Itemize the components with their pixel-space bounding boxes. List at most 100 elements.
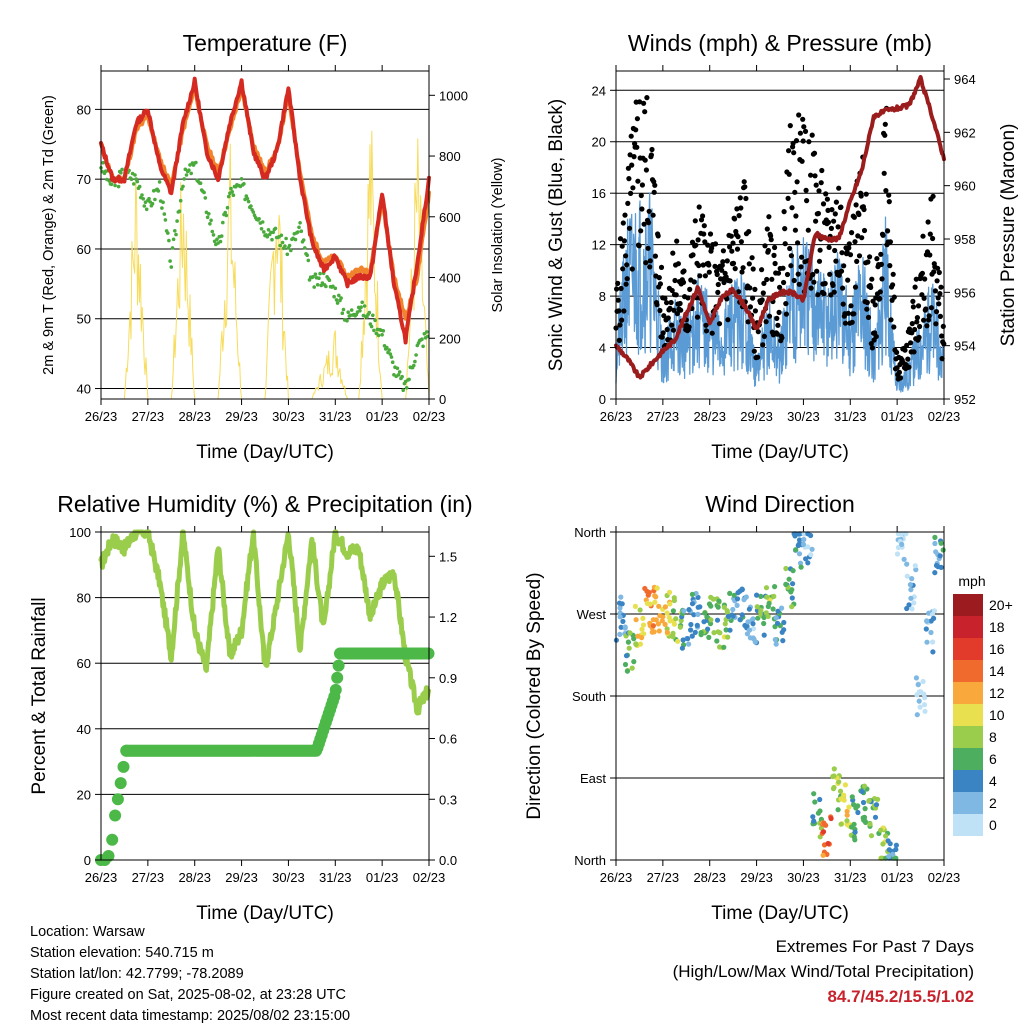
point-gust bbox=[883, 188, 889, 194]
point-gust bbox=[759, 267, 765, 273]
plot-border bbox=[100, 531, 430, 861]
point-gust bbox=[793, 138, 800, 144]
point-gust bbox=[904, 342, 910, 348]
point-gust bbox=[926, 313, 932, 319]
point-dewpoint bbox=[359, 305, 363, 310]
point-dewpoint bbox=[225, 205, 230, 210]
point-gust bbox=[746, 229, 752, 235]
point-gust bbox=[890, 271, 896, 277]
chart-1: Temperature (F) 26/23 27/23 28/23 29/23 30/23… bbox=[41, 30, 506, 463]
point-gust bbox=[769, 276, 775, 282]
point-dewpoint bbox=[205, 215, 210, 220]
point-dewpoint bbox=[376, 333, 381, 338]
point-wind-direction bbox=[798, 564, 804, 570]
point-gust bbox=[730, 240, 736, 246]
point-wind-direction bbox=[909, 576, 915, 582]
point-gust bbox=[879, 276, 885, 282]
y2-tick-label: 200 bbox=[439, 331, 461, 346]
point-dewpoint bbox=[119, 171, 123, 175]
point-dewpoint bbox=[337, 293, 341, 298]
point-gust bbox=[647, 264, 653, 270]
point-dewpoint bbox=[298, 221, 302, 225]
point-gust bbox=[835, 224, 841, 230]
point-dewpoint bbox=[345, 319, 349, 323]
y2-tick-label: 800 bbox=[439, 149, 461, 164]
point-gust bbox=[617, 236, 624, 242]
point-gust bbox=[822, 280, 828, 287]
point-dewpoint bbox=[181, 184, 185, 189]
point-gust bbox=[768, 237, 774, 243]
point-gust bbox=[728, 233, 734, 239]
point-gust bbox=[694, 314, 701, 320]
point-gust bbox=[810, 271, 816, 278]
point-gust bbox=[873, 333, 879, 340]
point-gust bbox=[739, 269, 745, 275]
point-dewpoint bbox=[239, 177, 244, 181]
x-tick-label: 28/23 bbox=[693, 409, 726, 424]
point-gust bbox=[641, 221, 647, 227]
point-gust bbox=[930, 235, 936, 242]
point-dewpoint bbox=[157, 180, 162, 184]
point-gust bbox=[891, 324, 897, 330]
point-gust bbox=[869, 345, 876, 351]
point-wind-direction bbox=[931, 615, 937, 622]
point-dewpoint bbox=[360, 300, 365, 305]
point-wind-direction bbox=[909, 606, 915, 612]
point-gust bbox=[813, 218, 819, 224]
point-gust bbox=[674, 238, 680, 244]
point-gust bbox=[628, 190, 634, 196]
point-gust bbox=[838, 268, 845, 274]
point-gust bbox=[787, 123, 793, 129]
point-dewpoint bbox=[182, 177, 186, 181]
point-dewpoint bbox=[132, 182, 136, 186]
point-gust bbox=[880, 232, 886, 238]
point-gust bbox=[938, 284, 944, 290]
point-wind-direction bbox=[746, 606, 753, 612]
point-gust bbox=[652, 253, 659, 259]
point-wind-direction bbox=[639, 626, 645, 632]
y-tick-label: 80 bbox=[77, 591, 91, 606]
x-tick-label: 02/23 bbox=[413, 870, 446, 885]
point-dewpoint bbox=[396, 373, 401, 377]
point-gust bbox=[687, 286, 693, 292]
point-gust bbox=[649, 146, 655, 153]
point-gust bbox=[667, 305, 673, 311]
point-dewpoint bbox=[173, 229, 177, 233]
point-dewpoint bbox=[203, 196, 208, 200]
point-gust bbox=[664, 300, 670, 306]
point-dewpoint bbox=[169, 265, 174, 269]
location-text: Location: Warsaw bbox=[30, 924, 145, 940]
point-gust bbox=[783, 301, 789, 307]
point-dewpoint bbox=[142, 204, 147, 208]
point-wind-direction bbox=[710, 596, 716, 602]
point-wind-direction bbox=[631, 636, 637, 642]
x-tick-label: 02/23 bbox=[413, 409, 446, 424]
point-wind-direction bbox=[646, 589, 652, 596]
latlon-text: Station lat/lon: 42.7799; -78.2089 bbox=[30, 966, 244, 982]
point-wind-direction bbox=[695, 594, 701, 601]
point-wind-direction bbox=[651, 629, 657, 635]
point-gust bbox=[681, 268, 687, 274]
point-dewpoint bbox=[242, 182, 246, 186]
point-gust bbox=[852, 239, 858, 245]
point-gust bbox=[886, 192, 892, 198]
point-gust bbox=[853, 202, 859, 208]
point-wind-direction bbox=[624, 668, 631, 674]
point-wind-direction bbox=[786, 576, 792, 582]
point-gust bbox=[642, 157, 648, 163]
y2-tick-label: 0.9 bbox=[439, 671, 457, 686]
colorbar-swatch bbox=[953, 792, 983, 814]
point-wind-direction bbox=[650, 623, 657, 629]
point-gust bbox=[630, 185, 636, 191]
y-tick-label: 70 bbox=[77, 172, 91, 187]
point-gust bbox=[737, 195, 743, 201]
y2-tick-label: 0.6 bbox=[439, 732, 457, 747]
point-gust bbox=[874, 256, 880, 262]
point-gust bbox=[788, 253, 795, 259]
point-gust bbox=[856, 253, 863, 259]
point-gust bbox=[696, 262, 702, 269]
point-dewpoint bbox=[219, 234, 224, 238]
point-wind-direction bbox=[849, 794, 855, 800]
point-wind-direction bbox=[765, 603, 771, 610]
point-wind-direction bbox=[662, 621, 668, 628]
